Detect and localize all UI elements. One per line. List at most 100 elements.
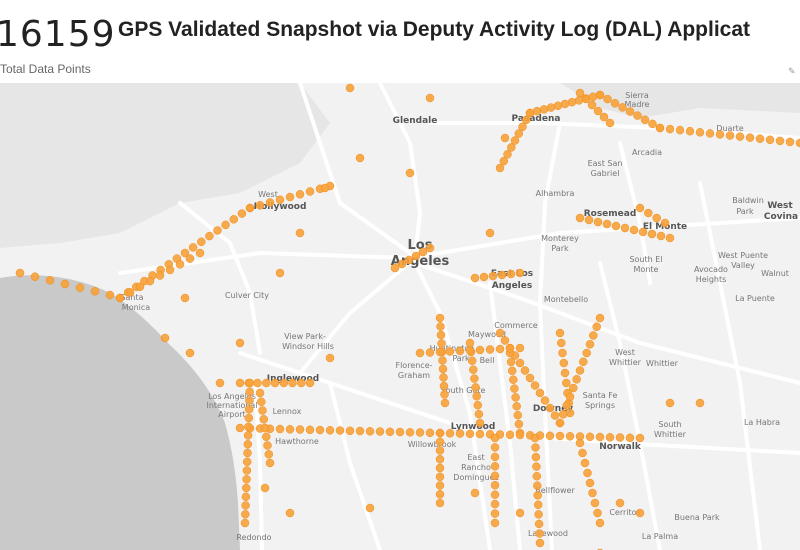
gps-point bbox=[530, 433, 540, 443]
gps-point bbox=[555, 431, 565, 441]
gps-point bbox=[435, 490, 445, 499]
map-road bbox=[537, 121, 562, 550]
gps-point bbox=[511, 393, 520, 402]
place-label: Glendale bbox=[393, 116, 438, 126]
gps-point bbox=[595, 313, 605, 323]
gps-point bbox=[285, 425, 295, 434]
place-label: Alhambra bbox=[536, 189, 575, 198]
place-label: Bell bbox=[480, 356, 495, 365]
gps-point bbox=[525, 108, 535, 118]
gps-point bbox=[495, 344, 505, 354]
gps-point bbox=[479, 272, 489, 282]
gps-point bbox=[735, 132, 745, 141]
gps-point bbox=[285, 508, 295, 518]
gps-point bbox=[253, 378, 262, 388]
gps-point bbox=[585, 478, 595, 488]
gps-point bbox=[180, 248, 190, 258]
gps-point bbox=[593, 217, 603, 227]
gps-point bbox=[215, 378, 225, 388]
map-road bbox=[698, 181, 762, 550]
gps-point bbox=[469, 365, 478, 374]
map-road bbox=[618, 141, 652, 285]
gps-point bbox=[506, 269, 516, 279]
place-label: Airport bbox=[218, 410, 245, 419]
gps-point bbox=[602, 219, 612, 229]
place-label: Cerritos bbox=[609, 508, 640, 517]
gps-point bbox=[470, 374, 479, 383]
gps-point bbox=[490, 452, 500, 462]
gps-point bbox=[605, 118, 615, 128]
gps-point bbox=[660, 218, 670, 228]
gps-point bbox=[575, 438, 585, 448]
place-label: Lakewood bbox=[528, 529, 568, 538]
gps-point bbox=[243, 440, 253, 449]
place-label: Duarte bbox=[716, 124, 744, 133]
gps-point bbox=[465, 346, 475, 355]
kpi-label: Total Data Points bbox=[0, 62, 91, 76]
gps-point bbox=[620, 223, 630, 233]
gps-point bbox=[435, 313, 445, 323]
gps-point bbox=[625, 107, 635, 116]
place-label: Monte bbox=[634, 265, 659, 274]
map-road bbox=[253, 381, 264, 550]
gps-point bbox=[241, 492, 251, 502]
gps-point bbox=[580, 458, 590, 468]
gps-point bbox=[440, 398, 450, 408]
place-label: Redondo bbox=[236, 533, 271, 542]
gps-point bbox=[404, 255, 414, 265]
gps-point bbox=[588, 488, 597, 498]
gps-point bbox=[455, 346, 465, 356]
gps-point bbox=[705, 129, 715, 138]
gps-point bbox=[355, 426, 365, 436]
gps-point bbox=[610, 99, 620, 108]
gps-point bbox=[295, 228, 305, 238]
gps-point bbox=[490, 480, 500, 490]
map-view[interactable]: Glendale Pasadena Sierra Madre Duarte Arcadia… bbox=[0, 83, 800, 550]
gps-point bbox=[652, 213, 661, 223]
place-label: West bbox=[615, 348, 635, 357]
gps-point bbox=[242, 457, 252, 467]
gps-point bbox=[555, 418, 565, 428]
gps-point bbox=[305, 187, 315, 196]
place-label: Whittier bbox=[654, 430, 687, 439]
gps-point bbox=[595, 518, 605, 528]
pin-icon[interactable]: ✎ bbox=[788, 66, 796, 76]
gps-point bbox=[242, 483, 251, 493]
gps-point bbox=[505, 430, 515, 440]
gps-point bbox=[514, 129, 524, 138]
gps-point bbox=[685, 126, 695, 136]
place-label: Rancho bbox=[461, 463, 491, 472]
gps-point bbox=[325, 426, 335, 435]
place-label: Madre bbox=[625, 100, 650, 109]
gps-point bbox=[655, 123, 665, 133]
gps-point bbox=[213, 226, 222, 235]
gps-point bbox=[257, 397, 266, 407]
gps-point bbox=[509, 375, 518, 384]
gps-point bbox=[578, 448, 587, 458]
gps-point bbox=[125, 288, 135, 297]
gps-point bbox=[195, 248, 205, 258]
gps-point bbox=[579, 357, 588, 367]
gps-point bbox=[265, 458, 275, 468]
gps-point bbox=[425, 243, 435, 253]
gps-point bbox=[485, 345, 495, 354]
gps-point bbox=[435, 463, 445, 473]
gps-point bbox=[513, 410, 523, 420]
gps-point bbox=[490, 433, 500, 443]
gps-point bbox=[514, 419, 524, 429]
gps-point bbox=[90, 287, 100, 296]
gps-point bbox=[490, 499, 500, 509]
gps-point bbox=[599, 112, 609, 122]
gps-point bbox=[540, 396, 550, 405]
gps-point bbox=[550, 411, 560, 420]
gps-point bbox=[488, 271, 498, 281]
gps-point bbox=[615, 433, 625, 442]
gps-point bbox=[405, 428, 415, 437]
gps-point bbox=[475, 345, 485, 355]
gps-point bbox=[385, 427, 395, 437]
gps-point bbox=[245, 203, 255, 213]
place-label: Buena Park bbox=[674, 513, 720, 522]
place-label: Lennox bbox=[273, 407, 302, 416]
place-label: Park bbox=[551, 244, 569, 253]
